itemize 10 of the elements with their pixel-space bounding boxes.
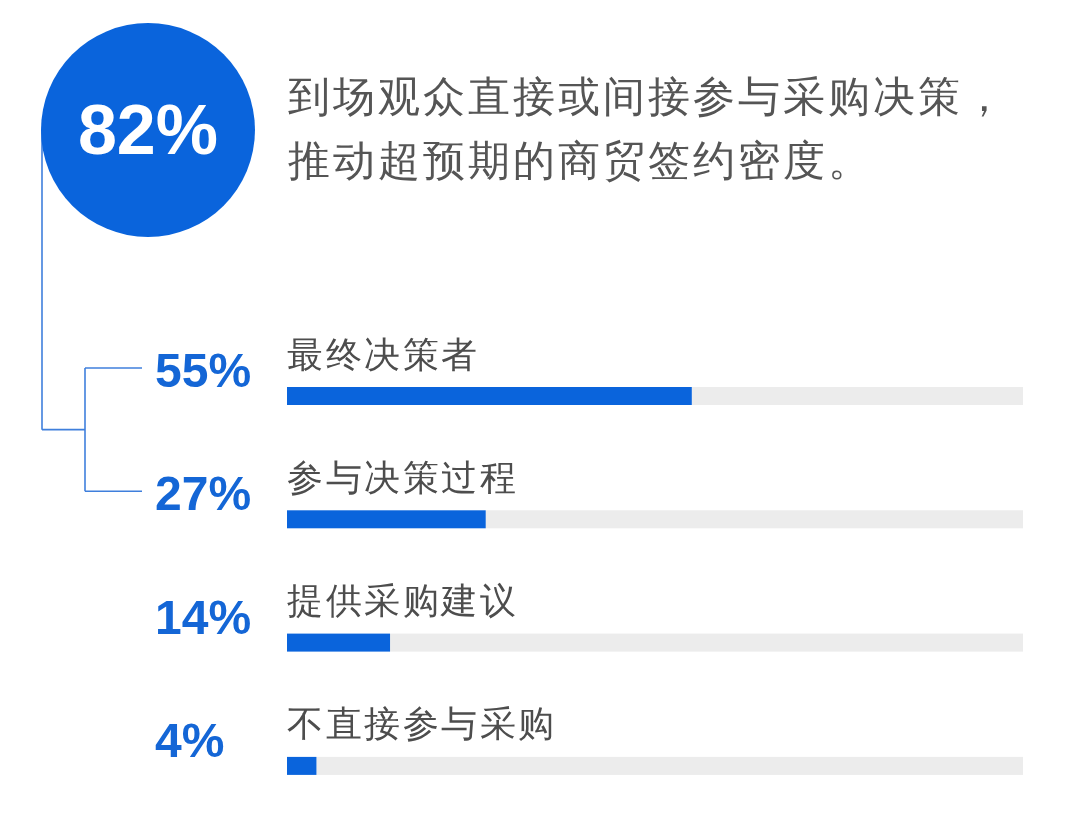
category-label: 最终决策者 [287, 333, 480, 375]
category-label: 参与决策过程 [287, 456, 518, 498]
category-label: 提供采购建议 [287, 580, 518, 622]
value-label: 14% [155, 590, 252, 644]
title: 到场观众直接或间接参与采购决策，推动超预期的商贸签约密度。 [288, 71, 1009, 187]
annotation: 82% [77, 91, 219, 169]
category-label: 不直接参与采购 [287, 703, 557, 745]
value-label: 55% [155, 344, 252, 397]
value-label: 4% [155, 713, 225, 767]
value-label: 27% [155, 467, 252, 521]
